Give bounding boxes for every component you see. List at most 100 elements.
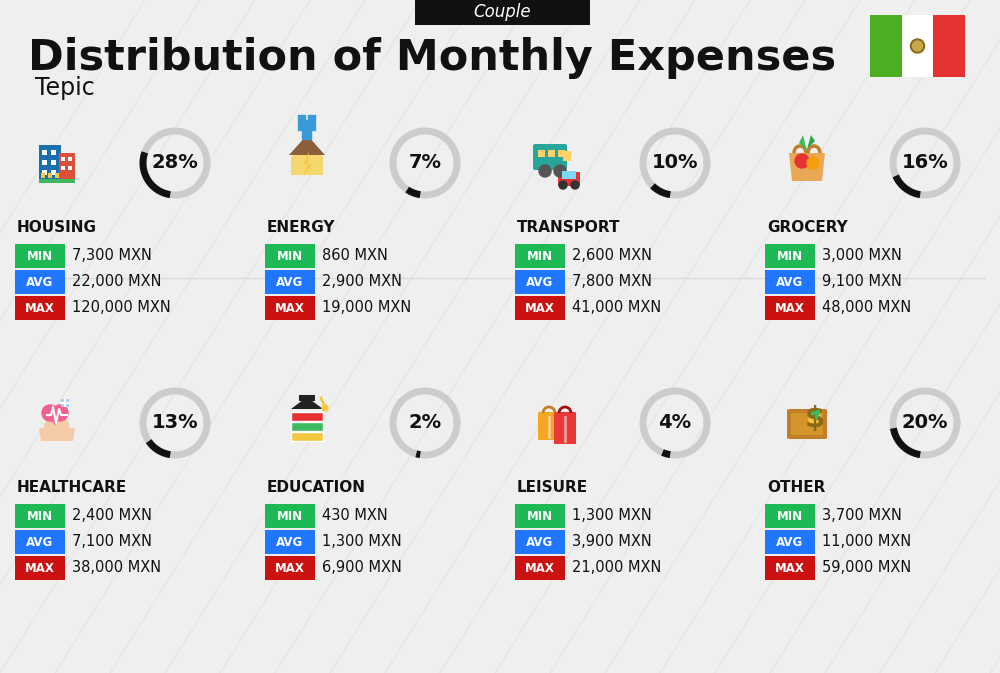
FancyBboxPatch shape bbox=[39, 145, 61, 181]
FancyBboxPatch shape bbox=[562, 171, 576, 179]
FancyBboxPatch shape bbox=[265, 244, 315, 268]
FancyBboxPatch shape bbox=[61, 166, 65, 170]
Text: 19,000 MXN: 19,000 MXN bbox=[322, 301, 411, 316]
FancyBboxPatch shape bbox=[15, 296, 65, 320]
Text: 2,900 MXN: 2,900 MXN bbox=[322, 275, 402, 289]
Text: 4%: 4% bbox=[658, 413, 692, 433]
Polygon shape bbox=[799, 135, 807, 151]
FancyBboxPatch shape bbox=[51, 150, 56, 155]
Text: TRANSPORT: TRANSPORT bbox=[517, 221, 620, 236]
Text: Couple: Couple bbox=[474, 3, 531, 21]
Circle shape bbox=[807, 157, 819, 169]
Text: AVG: AVG bbox=[26, 275, 54, 289]
FancyBboxPatch shape bbox=[515, 244, 565, 268]
Circle shape bbox=[912, 41, 922, 51]
FancyBboxPatch shape bbox=[415, 0, 590, 25]
Circle shape bbox=[42, 405, 58, 421]
Text: 22,000 MXN: 22,000 MXN bbox=[72, 275, 162, 289]
Text: 1,300 MXN: 1,300 MXN bbox=[572, 509, 652, 524]
Text: MIN: MIN bbox=[277, 250, 303, 262]
FancyBboxPatch shape bbox=[299, 395, 315, 401]
FancyBboxPatch shape bbox=[265, 556, 315, 580]
Text: 21,000 MXN: 21,000 MXN bbox=[572, 561, 661, 575]
FancyBboxPatch shape bbox=[791, 413, 823, 435]
Text: OTHER: OTHER bbox=[767, 481, 825, 495]
FancyBboxPatch shape bbox=[15, 530, 65, 554]
FancyBboxPatch shape bbox=[765, 270, 815, 294]
Text: MAX: MAX bbox=[25, 302, 55, 314]
Text: AVG: AVG bbox=[526, 536, 554, 548]
Polygon shape bbox=[39, 428, 75, 441]
Text: 7%: 7% bbox=[409, 153, 442, 172]
Text: 7,100 MXN: 7,100 MXN bbox=[72, 534, 152, 549]
FancyBboxPatch shape bbox=[291, 432, 323, 441]
Text: Distribution of Monthly Expenses: Distribution of Monthly Expenses bbox=[28, 37, 836, 79]
Circle shape bbox=[910, 39, 924, 53]
Text: MIN: MIN bbox=[27, 509, 53, 522]
FancyBboxPatch shape bbox=[765, 504, 815, 528]
Text: 59,000 MXN: 59,000 MXN bbox=[822, 561, 911, 575]
Text: AVG: AVG bbox=[276, 275, 304, 289]
Text: 20%: 20% bbox=[902, 413, 948, 433]
Polygon shape bbox=[303, 151, 312, 177]
FancyBboxPatch shape bbox=[68, 166, 72, 170]
Text: 7,800 MXN: 7,800 MXN bbox=[572, 275, 652, 289]
FancyBboxPatch shape bbox=[291, 422, 323, 431]
Text: $: $ bbox=[805, 405, 825, 433]
FancyBboxPatch shape bbox=[51, 160, 56, 165]
Text: 860 MXN: 860 MXN bbox=[322, 248, 388, 264]
Text: MIN: MIN bbox=[27, 250, 53, 262]
FancyBboxPatch shape bbox=[39, 179, 75, 183]
Circle shape bbox=[554, 165, 566, 177]
Text: MIN: MIN bbox=[277, 509, 303, 522]
Text: HEALTHCARE: HEALTHCARE bbox=[17, 481, 127, 495]
FancyBboxPatch shape bbox=[765, 244, 815, 268]
Text: LEISURE: LEISURE bbox=[517, 481, 588, 495]
FancyBboxPatch shape bbox=[902, 15, 933, 77]
FancyBboxPatch shape bbox=[563, 151, 571, 161]
FancyBboxPatch shape bbox=[61, 399, 69, 407]
FancyBboxPatch shape bbox=[765, 556, 815, 580]
Text: MAX: MAX bbox=[525, 302, 555, 314]
Text: MIN: MIN bbox=[777, 509, 803, 522]
FancyBboxPatch shape bbox=[265, 296, 315, 320]
FancyBboxPatch shape bbox=[42, 150, 47, 155]
FancyBboxPatch shape bbox=[558, 150, 565, 157]
Text: 2,600 MXN: 2,600 MXN bbox=[572, 248, 652, 264]
Polygon shape bbox=[291, 397, 323, 409]
Text: 10%: 10% bbox=[652, 153, 698, 172]
Circle shape bbox=[322, 405, 328, 411]
Polygon shape bbox=[289, 135, 325, 155]
Circle shape bbox=[809, 413, 821, 425]
Polygon shape bbox=[789, 153, 825, 181]
Polygon shape bbox=[807, 135, 815, 149]
Circle shape bbox=[45, 416, 69, 440]
Text: AVG: AVG bbox=[276, 536, 304, 548]
FancyBboxPatch shape bbox=[61, 157, 65, 161]
FancyBboxPatch shape bbox=[15, 504, 65, 528]
Text: 430 MXN: 430 MXN bbox=[322, 509, 388, 524]
Text: 3,000 MXN: 3,000 MXN bbox=[822, 248, 902, 264]
Text: MAX: MAX bbox=[775, 561, 805, 575]
Text: HOUSING: HOUSING bbox=[17, 221, 97, 236]
Text: MAX: MAX bbox=[275, 561, 305, 575]
Text: 9,100 MXN: 9,100 MXN bbox=[822, 275, 902, 289]
FancyBboxPatch shape bbox=[15, 556, 65, 580]
Text: 2%: 2% bbox=[408, 413, 442, 433]
FancyBboxPatch shape bbox=[51, 170, 56, 175]
Text: MIN: MIN bbox=[527, 509, 553, 522]
FancyBboxPatch shape bbox=[933, 15, 965, 77]
Text: MAX: MAX bbox=[275, 302, 305, 314]
FancyBboxPatch shape bbox=[265, 530, 315, 554]
Circle shape bbox=[539, 165, 551, 177]
Circle shape bbox=[571, 181, 579, 189]
Text: MIN: MIN bbox=[777, 250, 803, 262]
Circle shape bbox=[559, 181, 567, 189]
Text: 28%: 28% bbox=[152, 153, 198, 172]
Text: MAX: MAX bbox=[25, 561, 55, 575]
FancyBboxPatch shape bbox=[558, 172, 580, 186]
Text: AVG: AVG bbox=[776, 275, 804, 289]
FancyBboxPatch shape bbox=[42, 160, 47, 165]
FancyBboxPatch shape bbox=[515, 504, 565, 528]
Text: Tepic: Tepic bbox=[35, 76, 95, 100]
